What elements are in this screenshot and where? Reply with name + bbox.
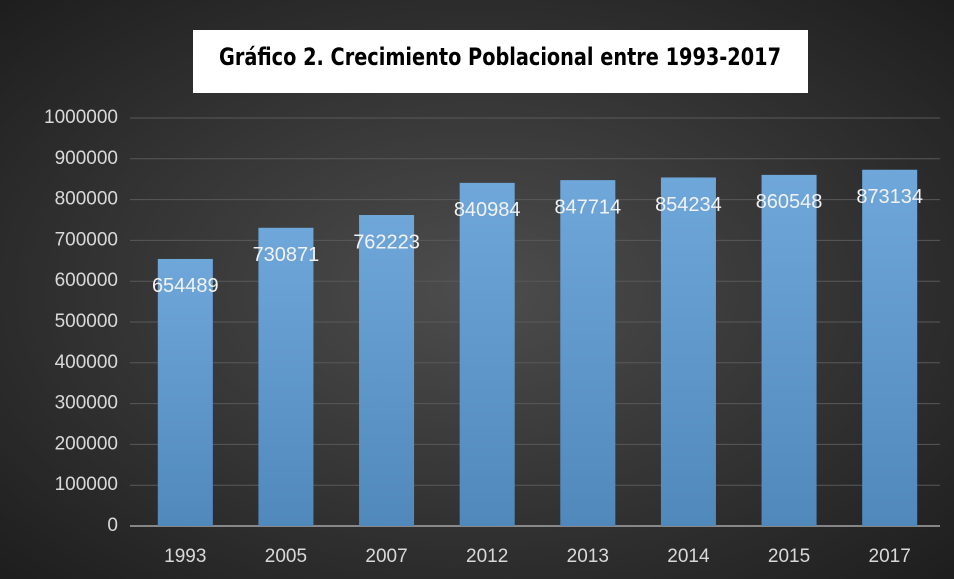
bar	[560, 180, 616, 526]
y-tick-label: 700000	[55, 229, 118, 250]
y-tick-label: 0	[107, 515, 118, 536]
bar	[761, 174, 817, 526]
y-tick-label: 800000	[55, 189, 118, 210]
data-label: 873134	[856, 186, 923, 208]
data-label: 847714	[554, 196, 621, 218]
y-tick-label: 900000	[55, 148, 118, 169]
data-label: 762223	[353, 231, 420, 253]
x-tick-label: 2012	[466, 546, 508, 567]
y-tick-label: 600000	[55, 270, 118, 291]
bar	[157, 258, 213, 526]
y-tick-label: 500000	[55, 311, 118, 332]
x-tick-label: 1993	[164, 546, 206, 567]
bar	[862, 169, 918, 526]
data-label: 854234	[655, 194, 722, 216]
bar	[459, 182, 515, 526]
data-label: 730871	[253, 244, 320, 266]
chart-title: Gráfico 2. Crecimiento Poblacional entre…	[219, 43, 781, 71]
data-label: 840984	[454, 199, 521, 221]
x-tick-label: 2013	[567, 546, 609, 567]
data-label: 654489	[152, 275, 219, 297]
y-tick-label: 200000	[55, 433, 118, 454]
bar	[359, 215, 415, 527]
y-tick-label: 300000	[55, 393, 118, 414]
x-tick-label: 2005	[265, 546, 307, 567]
title-box	[193, 30, 808, 93]
y-tick-label: 100000	[55, 474, 118, 495]
y-tick-label: 1000000	[44, 107, 118, 128]
x-tick-label: 2014	[667, 546, 710, 567]
x-tick-label: 2017	[869, 546, 911, 567]
x-tick-label: 2015	[768, 546, 810, 567]
x-tick-label: 2007	[365, 546, 407, 567]
data-label: 860548	[756, 191, 823, 213]
bar	[660, 177, 716, 526]
y-tick-label: 400000	[55, 352, 118, 373]
bar	[258, 227, 314, 526]
